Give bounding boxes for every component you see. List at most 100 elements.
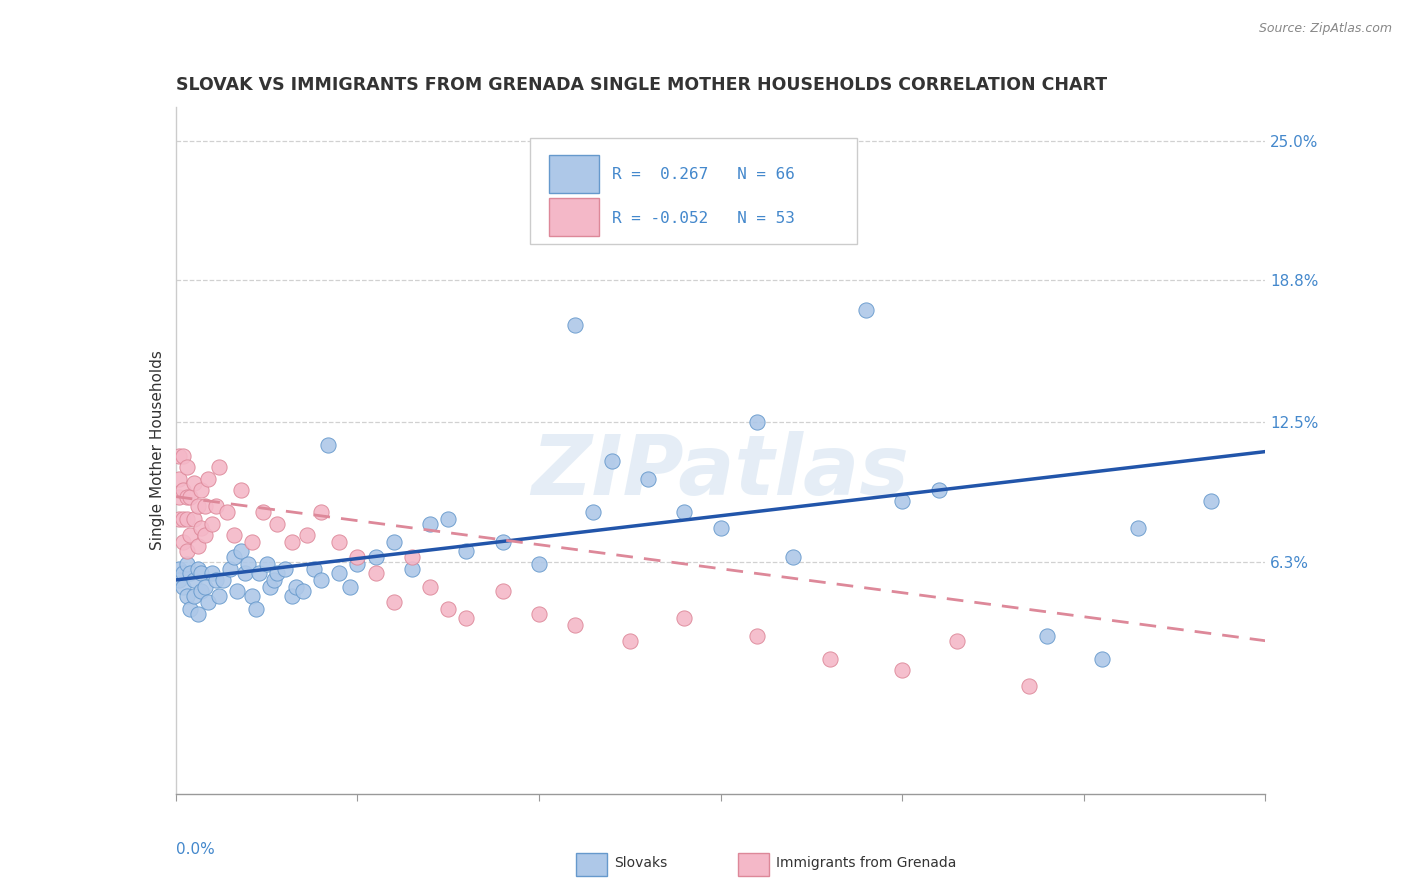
Point [208, 460, 231, 475]
Point [172, 512, 194, 526]
Point [891, 663, 914, 677]
Point [527, 607, 550, 621]
Point [169, 573, 191, 587]
Point [219, 562, 242, 576]
Point [256, 557, 278, 571]
Point [309, 505, 332, 519]
Point [401, 562, 423, 576]
Point [266, 516, 288, 531]
Point [172, 534, 194, 549]
Point [891, 494, 914, 508]
Point [318, 438, 340, 452]
Point [194, 580, 217, 594]
Point [222, 528, 245, 542]
Point [1018, 679, 1040, 693]
Text: Source: ZipAtlas.com: Source: ZipAtlas.com [1258, 22, 1392, 36]
Point [197, 595, 219, 609]
Point [176, 589, 198, 603]
Point [183, 589, 205, 603]
Point [247, 566, 270, 581]
Point [208, 589, 231, 603]
Point [818, 652, 841, 666]
Point [437, 512, 460, 526]
Point [281, 534, 304, 549]
Point [291, 584, 314, 599]
Point [240, 589, 263, 603]
Point [309, 573, 332, 587]
Point [252, 505, 274, 519]
Point [186, 499, 209, 513]
Point [226, 584, 249, 599]
Point [1199, 494, 1222, 508]
Point [190, 566, 212, 581]
Point [295, 528, 318, 542]
Point [215, 505, 238, 519]
Point [673, 611, 696, 625]
Point [231, 543, 253, 558]
Point [238, 557, 260, 571]
Point [328, 534, 350, 549]
Point [169, 490, 191, 504]
Point [176, 460, 198, 475]
Point [201, 566, 224, 581]
Point [222, 550, 245, 565]
Point [176, 512, 198, 526]
Point [419, 580, 441, 594]
Text: R = -0.052   N = 53: R = -0.052 N = 53 [612, 211, 794, 226]
Point [456, 543, 478, 558]
Point [364, 550, 387, 565]
Point [176, 490, 198, 504]
Point [382, 595, 405, 609]
Point [382, 534, 405, 549]
Point [179, 490, 201, 504]
Point [346, 557, 368, 571]
Point [637, 472, 659, 486]
Point [259, 580, 281, 594]
Point [212, 573, 235, 587]
Text: Immigrants from Grenada: Immigrants from Grenada [776, 856, 956, 871]
Point [186, 562, 209, 576]
Y-axis label: Single Mother Households: Single Mother Households [149, 351, 165, 550]
Point [339, 580, 361, 594]
FancyBboxPatch shape [530, 138, 856, 244]
Point [364, 566, 387, 581]
Point [619, 633, 641, 648]
Point [855, 302, 877, 317]
Point [190, 483, 212, 497]
Point [274, 562, 297, 576]
Point [183, 476, 205, 491]
Point [492, 584, 515, 599]
Point [231, 483, 253, 497]
Point [172, 449, 194, 463]
Point [186, 607, 209, 621]
Point [673, 505, 696, 519]
Point [190, 521, 212, 535]
Point [204, 573, 226, 587]
Point [1091, 652, 1114, 666]
Point [266, 566, 288, 581]
Point [233, 566, 256, 581]
Point [194, 528, 217, 542]
Point [169, 562, 191, 576]
Point [302, 562, 325, 576]
Point [582, 505, 605, 519]
Point [419, 516, 441, 531]
Point [263, 573, 285, 587]
Point [197, 472, 219, 486]
Point [346, 550, 368, 565]
Point [201, 516, 224, 531]
FancyBboxPatch shape [550, 198, 599, 236]
Point [328, 566, 350, 581]
Point [172, 483, 194, 497]
Point [401, 550, 423, 565]
Point [492, 534, 515, 549]
Point [172, 566, 194, 581]
Point [186, 539, 209, 553]
Point [527, 557, 550, 571]
Point [179, 528, 201, 542]
Text: SLOVAK VS IMMIGRANTS FROM GRENADA SINGLE MOTHER HOUSEHOLDS CORRELATION CHART: SLOVAK VS IMMIGRANTS FROM GRENADA SINGLE… [176, 77, 1107, 95]
Point [437, 602, 460, 616]
Point [169, 449, 191, 463]
Point [600, 453, 623, 467]
Text: R =  0.267   N = 66: R = 0.267 N = 66 [612, 167, 794, 182]
